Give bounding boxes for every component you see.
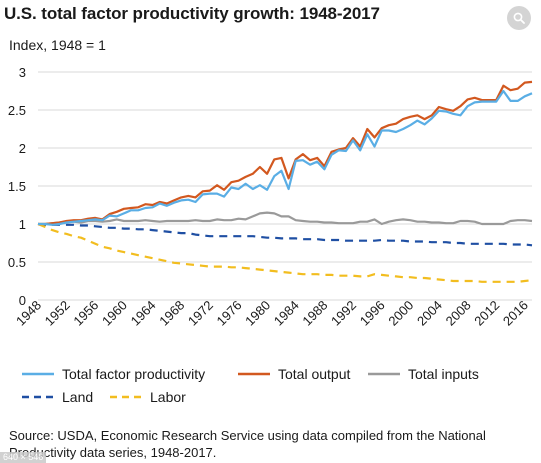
chart-title: U.S. total factor productivity growth: 1…	[4, 4, 380, 23]
x-tick-label: 1980	[242, 298, 273, 329]
legend-swatch-inputs	[368, 372, 400, 376]
x-tick-label: 1976	[214, 298, 245, 329]
x-tick-label: 2000	[385, 298, 416, 329]
legend-swatch-output	[238, 372, 270, 376]
x-tick-label: 2008	[443, 298, 474, 329]
legend-item-labor: Labor	[110, 389, 186, 405]
legend-item-tfp: Total factor productivity	[22, 366, 205, 382]
y-tick-label: 1	[19, 217, 26, 232]
zoom-button[interactable]	[507, 6, 531, 30]
x-tick-label: 1952	[42, 298, 73, 329]
y-axis-label: Index, 1948 = 1	[9, 37, 106, 53]
x-tick-label: 1984	[271, 298, 302, 329]
image-size-badge: 640 × 546	[0, 452, 47, 463]
line-chart: 00.511.522.53 19481952195619601964196819…	[8, 65, 533, 329]
x-tick-label: 1948	[13, 298, 44, 329]
legend-label-inputs: Total inputs	[408, 366, 479, 382]
legend-swatch-labor	[110, 395, 142, 399]
legend-swatch-tfp	[22, 372, 54, 376]
legend-swatch-land	[22, 395, 54, 399]
series-line-labor	[37, 222, 533, 283]
x-tick-label: 2004	[414, 298, 445, 329]
y-tick-label: 1.5	[8, 179, 26, 194]
x-tick-label: 1960	[99, 298, 130, 329]
y-tick-labels: 0 0.5 1 1.5 2 2.5 3	[8, 65, 26, 308]
legend-label-land: Land	[62, 389, 94, 405]
x-tick-label: 1968	[156, 298, 187, 329]
x-tick-label: 1956	[70, 298, 101, 329]
x-tick-label: 1996	[357, 298, 388, 329]
magnifier-icon	[513, 12, 525, 24]
x-tick-label: 1964	[128, 298, 159, 329]
x-tick-label: 2016	[500, 298, 531, 329]
x-tick-label: 1972	[185, 298, 216, 329]
gridlines	[38, 71, 532, 301]
y-tick-label: 3	[19, 65, 26, 80]
y-tick-label: 0	[19, 293, 26, 308]
legend-item-inputs: Total inputs	[368, 366, 479, 382]
series-lines	[37, 80, 533, 283]
series-line-total-inputs	[38, 211, 533, 226]
source-note: Source: USDA, Economic Research Service …	[9, 428, 486, 460]
legend-item-output: Total output	[238, 366, 350, 382]
y-tick-label: 2	[19, 141, 26, 156]
y-tick-label: 2.5	[8, 103, 26, 118]
series-line-total-factor-productivity	[38, 89, 533, 226]
series-line-land	[37, 222, 533, 247]
legend-item-land: Land	[22, 389, 93, 405]
x-tick-labels: 1948195219561960196419681972197619801984…	[13, 298, 531, 329]
x-tick-label: 1988	[299, 298, 330, 329]
series-line-total-output	[38, 80, 533, 226]
y-tick-label: 0.5	[8, 255, 26, 270]
legend-label-tfp: Total factor productivity	[62, 366, 206, 382]
x-tick-label: 1992	[328, 298, 359, 329]
x-tick-label: 2012	[471, 298, 502, 329]
legend-label-output: Total output	[278, 366, 351, 382]
legend-label-labor: Labor	[150, 389, 186, 405]
